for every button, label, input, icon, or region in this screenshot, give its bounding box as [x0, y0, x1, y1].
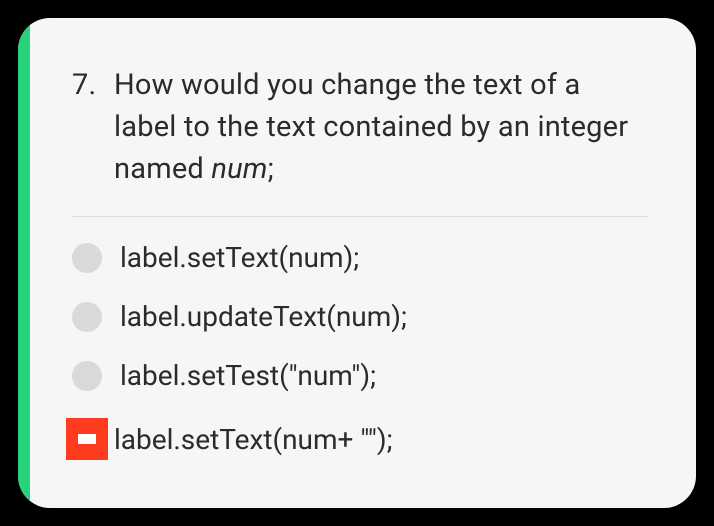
option-row[interactable]: label.setTest("num");	[72, 359, 648, 392]
question-text: How would you change the text of a label…	[114, 64, 648, 190]
question-text-punct: ;	[268, 152, 274, 186]
question-block: 7. How would you change the text of a la…	[72, 64, 648, 190]
option-row[interactable]: label.setText(num);	[72, 241, 648, 274]
radio-unselected-icon[interactable]	[72, 361, 102, 391]
option-label: label.setText(num);	[120, 241, 359, 274]
card-content: 7. How would you change the text of a la…	[18, 18, 696, 488]
options-list: label.setText(num); label.updateText(num…	[72, 241, 648, 460]
option-row[interactable]: label.updateText(num);	[72, 300, 648, 333]
question-text-italic: num	[211, 152, 267, 186]
radio-selected-icon[interactable]	[66, 418, 108, 460]
checkmark-inner-icon	[78, 434, 96, 444]
option-label: label.setTest("num");	[120, 359, 376, 392]
option-label: label.setText(num+ "");	[114, 423, 393, 456]
radio-unselected-icon[interactable]	[72, 302, 102, 332]
divider	[72, 216, 648, 217]
radio-unselected-icon[interactable]	[72, 243, 102, 273]
question-text-plain: How would you change the text of a label…	[114, 68, 628, 186]
accent-bar	[18, 18, 30, 508]
question-card: 7. How would you change the text of a la…	[18, 18, 696, 508]
question-number: 7.	[72, 64, 102, 106]
option-row[interactable]: label.setText(num+ "");	[66, 418, 648, 460]
option-label: label.updateText(num);	[120, 300, 407, 333]
